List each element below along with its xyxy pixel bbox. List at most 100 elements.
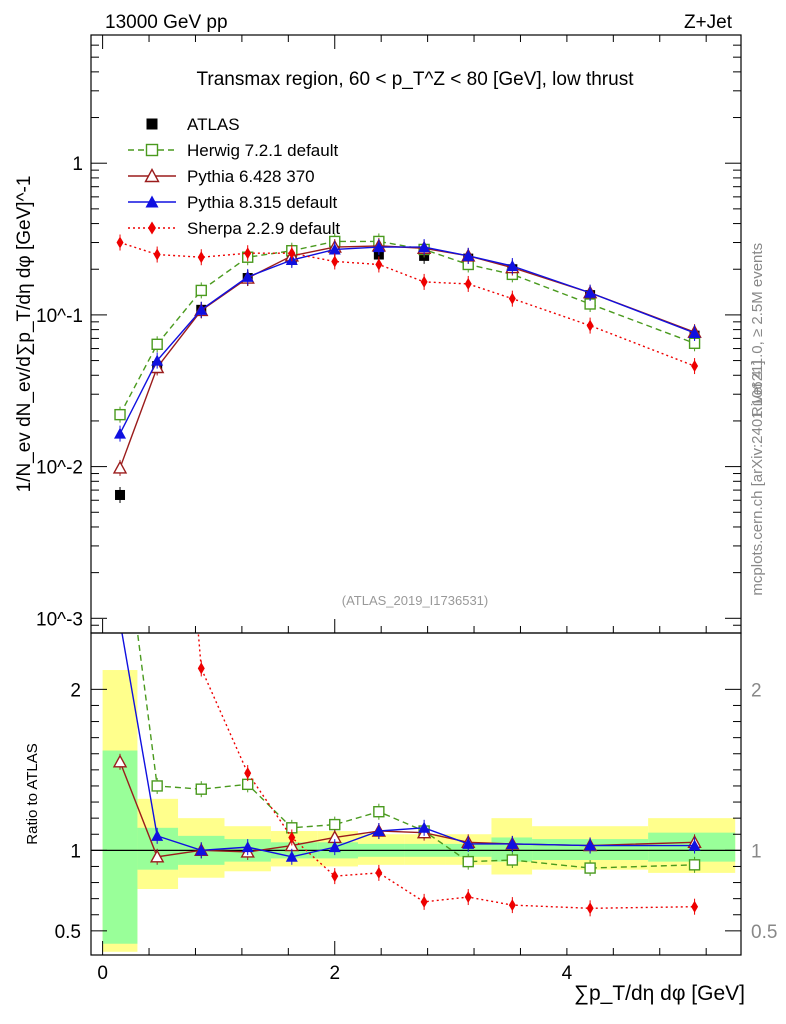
- main-data-point: [586, 319, 594, 332]
- main-series-2: [112, 237, 702, 476]
- main-data-point: [153, 248, 161, 261]
- main-data-point: [112, 460, 128, 474]
- ratio-data-point: [691, 900, 699, 913]
- main-data-point: [151, 354, 164, 366]
- ratio-data-point: [506, 837, 519, 849]
- ratio-series-line: [197, 633, 695, 910]
- main-data-point: [420, 275, 428, 288]
- legend-label: Sherpa 2.2.9 default: [187, 219, 340, 238]
- legend-label: Herwig 7.2.1 default: [187, 141, 338, 160]
- ratio-data-point: [328, 841, 341, 853]
- main-data-point: [375, 258, 383, 271]
- ratio-y-axis-label: Ratio to ATLAS: [24, 743, 41, 844]
- main-data-point: [197, 251, 205, 264]
- ratio-data-point: [373, 806, 385, 818]
- main-data-point: [195, 284, 207, 297]
- main-data-point: [688, 326, 701, 338]
- ratio-data-point: [114, 616, 126, 627]
- ratio-y-tick-label: 2: [70, 680, 81, 701]
- legend-marker: [145, 195, 159, 208]
- ratio-plot-frame: [90, 632, 742, 956]
- main-y-tick-label: 10^-1: [36, 306, 83, 327]
- ratio-series-0: [136, 633, 701, 877]
- ratio-data-point: [584, 862, 596, 874]
- x-axis-label: ∑p_T/dη dφ [GeV]: [574, 982, 745, 1005]
- main-series-4: [116, 234, 699, 375]
- main-y-tick-label: 1: [72, 154, 83, 175]
- ratio-data-point: [418, 821, 431, 833]
- x-tick-label: 4: [562, 963, 573, 984]
- main-data-point: [115, 489, 126, 500]
- mcplots-url-label: mcplots.cern.ch [arXiv:2401.10621]: [749, 360, 766, 595]
- main-series-line: [119, 245, 695, 469]
- main-data-point: [418, 241, 431, 253]
- ratio-panel: 2 2 1 1 0.5 0.5 0 2 4 Ratio to ATLAS ∑p_T/dη dφ …: [24, 616, 777, 1005]
- ratio-data-point: [688, 839, 701, 851]
- main-plot-title: Transmax region, 60 < p_T^Z < 80 [GeV], …: [197, 69, 635, 90]
- ratio-series-line: [136, 633, 695, 869]
- ratio-data-point: [195, 844, 208, 856]
- ratio-data-point: [462, 855, 474, 868]
- main-data-point: [241, 270, 254, 282]
- main-data-point: [114, 427, 127, 439]
- main-series-line: [119, 240, 695, 415]
- ratio-y-tick-label: 0.5: [55, 922, 81, 943]
- legend-label: Pythia 8.315 default: [187, 193, 338, 212]
- ratio-data-point: [288, 831, 296, 844]
- main-y-tick-label: 10^-2: [36, 458, 83, 479]
- ratio-data-point: [584, 839, 597, 851]
- ratio-data-point: [197, 662, 205, 675]
- main-series-1: [114, 233, 701, 423]
- ratio-data-point: [244, 767, 252, 780]
- main-data-point: [331, 255, 339, 268]
- legend: ATLAS Herwig 7.2.1 default Pythia 6.428 37…: [128, 115, 340, 238]
- x-tick-label: 2: [329, 963, 340, 984]
- ratio-data-point: [195, 783, 207, 795]
- ratio-data-point: [285, 850, 298, 862]
- main-data-point: [328, 243, 341, 255]
- ratio-data-point: [329, 818, 341, 831]
- main-data-point: [691, 360, 699, 373]
- header-right-label: Z+Jet: [684, 12, 733, 33]
- ratio-data-point: [420, 895, 428, 908]
- main-data-point: [151, 338, 163, 351]
- main-data-point: [372, 241, 385, 253]
- ratio-data-point: [508, 899, 516, 912]
- ratio-data-point: [372, 825, 385, 837]
- main-series-3: [114, 239, 701, 442]
- main-y-tick-label: 10^-3: [36, 609, 83, 630]
- main-series-0: [115, 241, 700, 503]
- x-tick-label: 0: [97, 963, 108, 984]
- ratio-y-tick-label-right: 1: [751, 841, 762, 862]
- legend-entry: Sherpa 2.2.9 default: [128, 219, 340, 238]
- ratio-band-green: [102, 750, 138, 944]
- main-series-line: [119, 246, 695, 434]
- ratio-data-point: [151, 829, 164, 841]
- legend-marker: [145, 143, 159, 157]
- main-series-line: [119, 241, 695, 367]
- ratio-series-line: [121, 633, 695, 858]
- legend-label: ATLAS: [187, 115, 240, 134]
- main-data-point: [506, 260, 519, 272]
- legend-marker: [144, 168, 160, 183]
- main-data-point: [464, 277, 472, 290]
- header-left-label: 13000 GeV pp: [105, 12, 228, 33]
- legend-label: Pythia 6.428 370: [187, 167, 315, 186]
- ratio-data-point: [688, 859, 701, 871]
- rivet-version-label: Rivet 4.1.0, ≥ 2.5M events: [749, 243, 766, 417]
- main-data-point: [508, 292, 516, 305]
- ratio-data-point: [151, 780, 163, 792]
- ratio-data-point: [375, 866, 383, 879]
- main-data-point: [584, 286, 597, 298]
- ratio-series-3: [197, 633, 699, 917]
- ratio-data-point: [462, 837, 475, 849]
- ratio-data-point: [241, 841, 254, 853]
- main-data-point: [462, 249, 475, 261]
- main-data-point: [116, 236, 124, 249]
- ratio-series-2: [114, 616, 701, 865]
- ratio-y-tick-label-right: 2: [751, 680, 762, 701]
- legend-entry: Herwig 7.2.1 default: [128, 141, 338, 160]
- main-data-point: [244, 247, 252, 260]
- ratio-data-point: [586, 902, 594, 915]
